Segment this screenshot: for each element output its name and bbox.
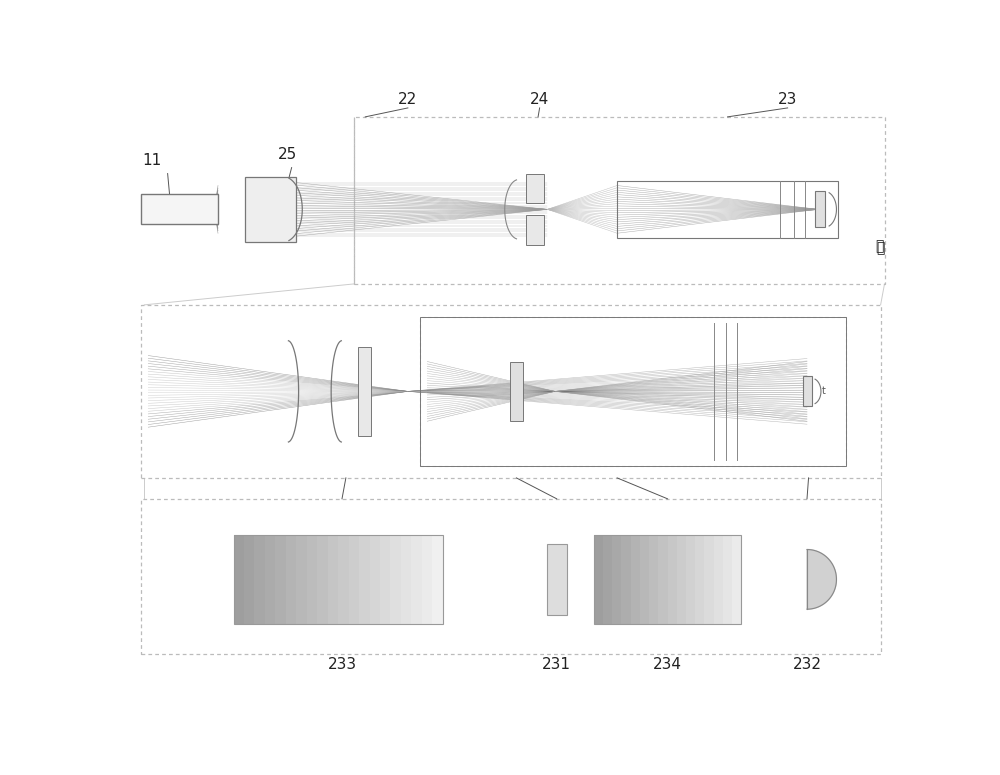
Text: 水: 水 [875,239,883,253]
Polygon shape [807,549,836,609]
Bar [803,377,812,406]
Bar [234,535,244,624]
Text: 22: 22 [398,91,418,107]
Text: 25: 25 [278,146,297,162]
Bar [723,535,732,624]
Bar [732,535,741,624]
Bar [547,543,567,615]
Text: 234: 234 [653,657,682,672]
Bar [140,195,218,224]
Bar [245,177,296,242]
Bar [370,535,380,624]
Text: 11: 11 [143,153,162,167]
Bar [617,181,838,238]
Bar [411,535,422,624]
Bar [526,215,544,245]
Bar [815,191,825,227]
Text: 231: 231 [542,657,571,672]
Bar [420,317,846,466]
Bar [234,535,443,624]
Bar [432,535,443,624]
Bar [358,346,371,436]
Bar [328,535,338,624]
Bar [704,535,714,624]
Bar [254,535,265,624]
Bar [603,535,612,624]
Bar [338,535,349,624]
Bar [640,535,649,624]
Text: 23: 23 [778,91,797,107]
Bar [686,535,695,624]
Bar [140,499,881,654]
Bar [296,535,307,624]
Bar [714,535,723,624]
Bar [354,117,885,284]
Bar [510,361,523,422]
Bar [668,535,677,624]
Text: 24: 24 [530,91,549,107]
Bar [649,535,658,624]
Bar [244,535,254,624]
Bar [612,535,621,624]
Bar [594,535,603,624]
Text: t: t [822,387,826,396]
Text: 水: 水 [876,241,885,255]
Bar [594,535,741,624]
Bar [677,535,686,624]
Bar [307,535,317,624]
Bar [265,535,275,624]
Bar [631,535,640,624]
Bar [359,535,370,624]
Bar [420,317,846,466]
Bar [526,174,544,203]
Bar [275,535,286,624]
Bar [349,535,359,624]
Bar [422,535,432,624]
Bar [317,535,328,624]
Bar [695,535,704,624]
Bar [621,535,631,624]
Text: 232: 232 [792,657,822,672]
Bar [380,535,390,624]
Bar [286,535,296,624]
Text: 233: 233 [327,657,357,672]
Bar [401,535,411,624]
Bar [658,535,668,624]
Bar [390,535,401,624]
Bar [140,305,881,478]
